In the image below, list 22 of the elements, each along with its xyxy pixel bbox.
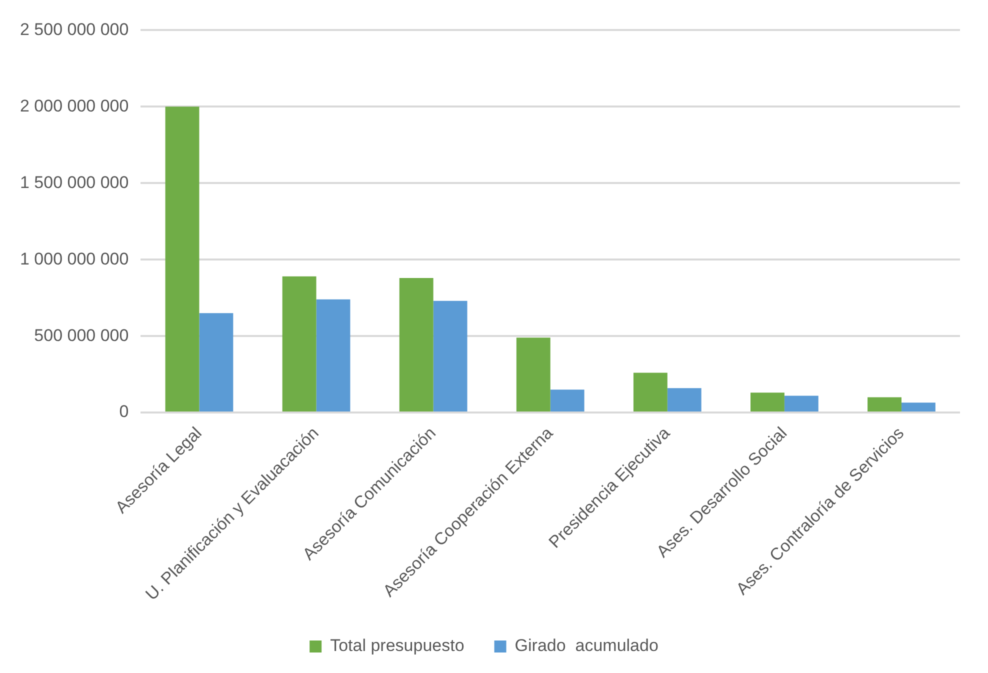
y-tick-label: 1 500 000 000: [20, 172, 129, 192]
bar: [633, 372, 668, 412]
bar: [399, 278, 434, 412]
bar: [433, 300, 468, 412]
bar: [901, 402, 936, 412]
bar: [282, 276, 316, 412]
bar: [750, 392, 784, 412]
bar: [516, 338, 550, 412]
y-tick-label: 2 500 000 000: [20, 20, 129, 39]
bar: [784, 396, 818, 412]
bar: [199, 313, 234, 412]
bar: [550, 390, 584, 412]
legend-label: Girado acumulado: [514, 636, 658, 656]
y-tick-label: 1 000 000 000: [20, 249, 129, 268]
bar: [868, 397, 902, 412]
y-tick-label: 2 000 000 000: [20, 96, 129, 116]
bar: [316, 299, 350, 412]
bar: [165, 106, 200, 412]
bar: [667, 388, 702, 412]
y-tick-label: 500 000 000: [34, 326, 129, 345]
legend-label: Total presupuesto: [330, 636, 464, 656]
y-tick-label: 0: [119, 402, 129, 422]
